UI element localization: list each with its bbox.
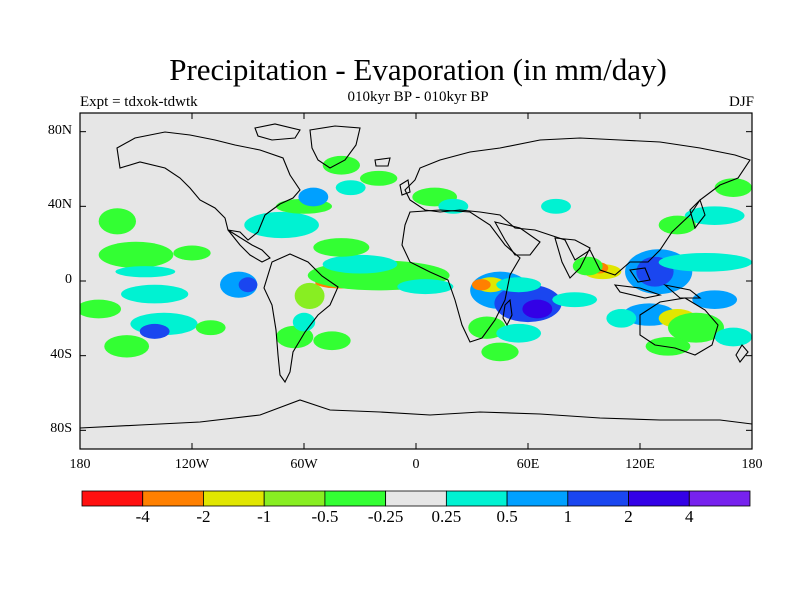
- contour-patch: [98, 208, 136, 235]
- lon-tick-label: 60W: [290, 457, 318, 472]
- colorbar-label: 1: [563, 507, 573, 526]
- colorbar-swatch: [445, 490, 508, 507]
- contour-patch: [294, 282, 325, 309]
- contour-patch: [80, 299, 122, 319]
- contour-patch: [121, 284, 189, 304]
- colorbar-swatch: [506, 490, 569, 507]
- colorbar-label: 2: [624, 507, 633, 526]
- plot-title: Precipitation - Evaporation (in mm/day): [169, 52, 667, 87]
- contour-patch: [692, 290, 738, 309]
- contour-patch: [668, 312, 724, 343]
- contour-patch: [322, 155, 361, 175]
- coastlines: [80, 123, 752, 429]
- contour-patch: [292, 312, 316, 332]
- lat-tick-label: 40S: [50, 346, 72, 362]
- lat-tick-label: 80N: [47, 122, 72, 138]
- lon-tick-label: 120E: [625, 457, 655, 472]
- colorbar-label: -4: [135, 507, 150, 526]
- contour-patch: [541, 198, 571, 214]
- lon-tick-label: 180: [69, 457, 91, 472]
- season-label: DJF: [728, 94, 754, 110]
- colorbar-swatch: [81, 490, 144, 507]
- contour-patch: [481, 342, 519, 362]
- colorbar-swatch: [628, 490, 690, 507]
- colorbar-label: -0.5: [311, 507, 339, 526]
- colorbar-swatch: [567, 490, 629, 507]
- lon-tick-label: 120W: [174, 457, 210, 472]
- lat-tick-label: 0: [65, 272, 72, 287]
- contour-patch: [714, 327, 752, 347]
- contour-patch: [313, 238, 370, 257]
- contour-patch: [606, 309, 637, 328]
- colorbar-label: 0.5: [496, 507, 518, 526]
- contour-patch: [298, 187, 329, 207]
- contour-patch: [115, 266, 176, 278]
- contour-patch: [522, 299, 553, 319]
- colorbar-swatch: [203, 490, 265, 507]
- plot-subtitle: 010kyr BP - 010kyr BP: [347, 89, 489, 105]
- contour-patch: [496, 277, 542, 293]
- contour-patch: [658, 215, 696, 235]
- colorbar-label: 0.25: [431, 507, 462, 526]
- contour-patch: [496, 323, 542, 343]
- contour-patch: [139, 323, 170, 339]
- contour-patch: [322, 254, 398, 274]
- contour-patch: [684, 206, 745, 226]
- colorbar-label: -0.25: [367, 507, 404, 526]
- colorbar-label: -1: [257, 507, 272, 526]
- colorbar-label: -2: [196, 507, 211, 526]
- colorbar-swatch: [688, 490, 751, 507]
- colorbar-swatch: [324, 490, 387, 507]
- contour-patch: [238, 277, 258, 293]
- contour-patch: [472, 279, 491, 291]
- contour-patch: [335, 180, 366, 196]
- contour-patch: [397, 279, 454, 295]
- contour-patch: [173, 245, 211, 261]
- contour-patch: [313, 331, 351, 351]
- colorbar-swatch: [263, 490, 326, 507]
- lon-tick-label: 60E: [516, 457, 540, 472]
- contour-patch: [552, 292, 598, 308]
- contour-patch: [645, 337, 691, 356]
- contour-patch: [98, 241, 174, 268]
- lat-tick-label: 40N: [47, 197, 72, 213]
- lon-tick-label: 180: [741, 457, 763, 472]
- contour-patch: [714, 178, 752, 198]
- colorbar-label: 4: [685, 507, 694, 526]
- experiment-label: Expt = tdxok-tdwtk: [80, 94, 198, 110]
- contour-patch: [360, 170, 398, 186]
- contour-patch: [104, 335, 150, 358]
- contour-patch: [658, 253, 752, 272]
- contour-patch: [244, 211, 319, 239]
- contour-patch: [468, 316, 506, 339]
- colorbar-swatch: [385, 490, 447, 507]
- lon-tick-label: 0: [412, 457, 420, 472]
- lat-tick-label: 80S: [50, 421, 72, 437]
- colorbar: [81, 490, 751, 507]
- contour-patch: [195, 320, 226, 336]
- colorbar-swatch: [142, 490, 204, 507]
